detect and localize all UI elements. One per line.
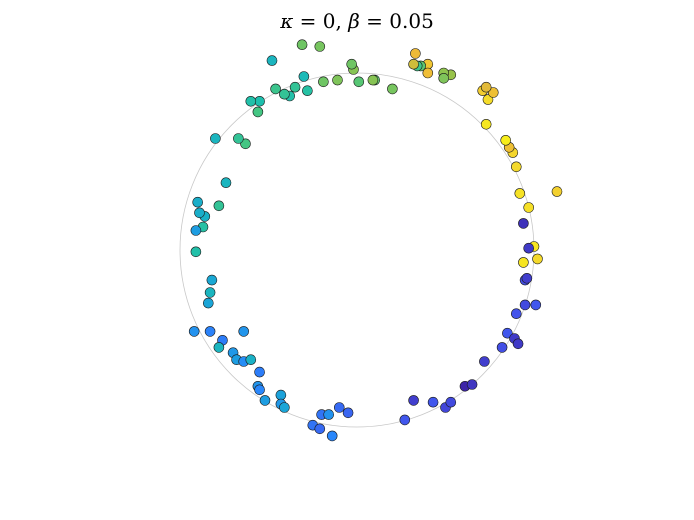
data-point (519, 299, 531, 311)
data-point (213, 342, 225, 353)
data-point (445, 396, 457, 408)
data-point (203, 297, 214, 309)
data-point (326, 430, 338, 442)
data-point (279, 88, 290, 100)
title-beta-value: = 0.05 (360, 9, 434, 33)
data-point (314, 423, 326, 435)
data-point (190, 225, 202, 236)
data-point (408, 395, 419, 406)
data-point (323, 409, 335, 420)
data-point (346, 58, 358, 70)
data-point (245, 354, 257, 366)
data-point (270, 83, 281, 95)
data-point (190, 246, 202, 258)
data-point (259, 395, 271, 406)
data-point (206, 274, 218, 286)
data-point (333, 402, 345, 413)
data-point (213, 200, 225, 212)
data-point (318, 76, 329, 88)
data-point (279, 402, 290, 413)
data-point (502, 327, 513, 339)
data-point (220, 177, 232, 188)
data-point (204, 326, 216, 337)
data-point (521, 272, 533, 284)
data-point (514, 188, 526, 199)
data-point (204, 287, 216, 298)
data-point (254, 96, 265, 107)
data-point (427, 396, 439, 408)
data-point (530, 299, 542, 311)
data-point (353, 76, 365, 88)
data-point (240, 138, 251, 150)
data-point (233, 133, 244, 144)
data-point (266, 55, 278, 66)
data-point (399, 414, 411, 426)
data-point (194, 207, 205, 219)
data-point (210, 133, 221, 144)
data-point (192, 196, 203, 208)
title-beta-symbol: β (347, 9, 360, 33)
data-point (438, 73, 450, 84)
data-point (289, 81, 301, 93)
data-point (254, 366, 265, 378)
data-point (387, 83, 398, 95)
data-point (466, 379, 478, 390)
data-point (298, 71, 310, 82)
data-point (254, 384, 265, 396)
data-points (188, 39, 563, 442)
data-point (480, 119, 492, 130)
data-point (518, 218, 529, 229)
data-point (510, 161, 522, 173)
data-point (275, 389, 287, 401)
data-point (332, 74, 343, 86)
data-point (532, 253, 543, 265)
data-point (408, 58, 419, 70)
data-point (500, 135, 512, 146)
data-point (342, 407, 354, 419)
chart-title: κ = 0, β = 0.05 (279, 9, 434, 33)
data-point (551, 186, 563, 197)
title-kappa-symbol: κ (279, 9, 293, 33)
data-point (510, 308, 522, 320)
data-point (238, 326, 249, 337)
data-point (410, 48, 421, 59)
data-point (480, 81, 492, 93)
data-point (367, 74, 379, 86)
data-point (296, 39, 308, 51)
data-point (487, 87, 499, 98)
data-point (523, 202, 535, 213)
data-point (314, 41, 326, 52)
data-point (523, 242, 535, 254)
title-kappa-value: = 0, (293, 9, 348, 33)
data-point (302, 85, 313, 96)
data-point (512, 338, 524, 350)
data-point (188, 326, 200, 337)
data-point (518, 257, 529, 268)
data-point (422, 67, 434, 79)
data-point (482, 94, 494, 105)
data-point (479, 356, 490, 367)
data-point (252, 106, 264, 118)
data-point (496, 342, 508, 353)
data-point (245, 96, 257, 107)
